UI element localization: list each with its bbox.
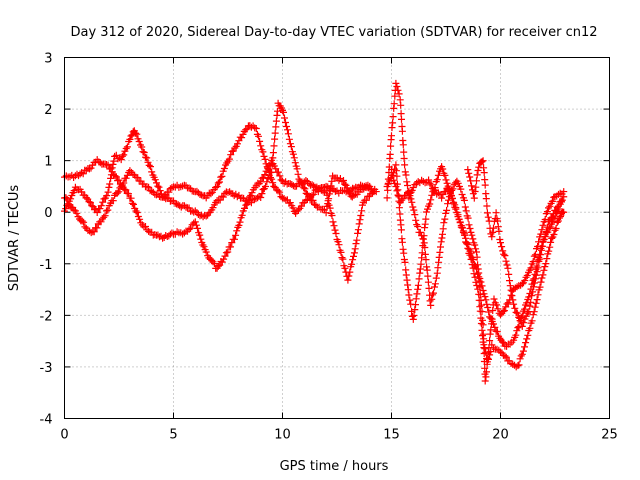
x-tick-label: 25: [601, 428, 618, 443]
y-tick-label: 3: [44, 52, 52, 67]
x-tick-label: 20: [492, 428, 509, 443]
series-markers: [388, 166, 568, 385]
x-tick-label: 0: [60, 428, 68, 443]
series-track-a: [61, 122, 374, 237]
y-tick-label: -2: [40, 309, 53, 324]
series-track-f: [388, 166, 568, 385]
series-track-g: [464, 157, 566, 330]
plot-frame: [64, 57, 610, 419]
series-markers: [61, 122, 374, 237]
y-tick-label: 1: [44, 155, 52, 170]
tick-labels: 0 5 10 15 20 25 -4 -3 -2 -1 0 1 2 3: [40, 52, 618, 443]
y-tick-label: -4: [40, 413, 53, 428]
series-markers: [383, 161, 568, 371]
chart-title: Day 312 of 2020, Sidereal Day-to-day VTE…: [70, 25, 597, 40]
y-tick-label: 0: [44, 206, 52, 221]
x-tick-label: 10: [274, 428, 291, 443]
y-tick-label: -1: [40, 258, 53, 273]
x-tick-label: 15: [383, 428, 400, 443]
series-markers: [464, 157, 566, 330]
x-axis-label: GPS time / hours: [280, 459, 389, 474]
y-tick-label: 2: [44, 103, 52, 118]
y-axis-label: SDTVAR / TECUs: [7, 185, 22, 292]
data-points: [61, 79, 568, 385]
series-track-e: [383, 161, 568, 371]
x-tick-label: 5: [169, 428, 177, 443]
y-tick-label: -3: [40, 361, 53, 376]
